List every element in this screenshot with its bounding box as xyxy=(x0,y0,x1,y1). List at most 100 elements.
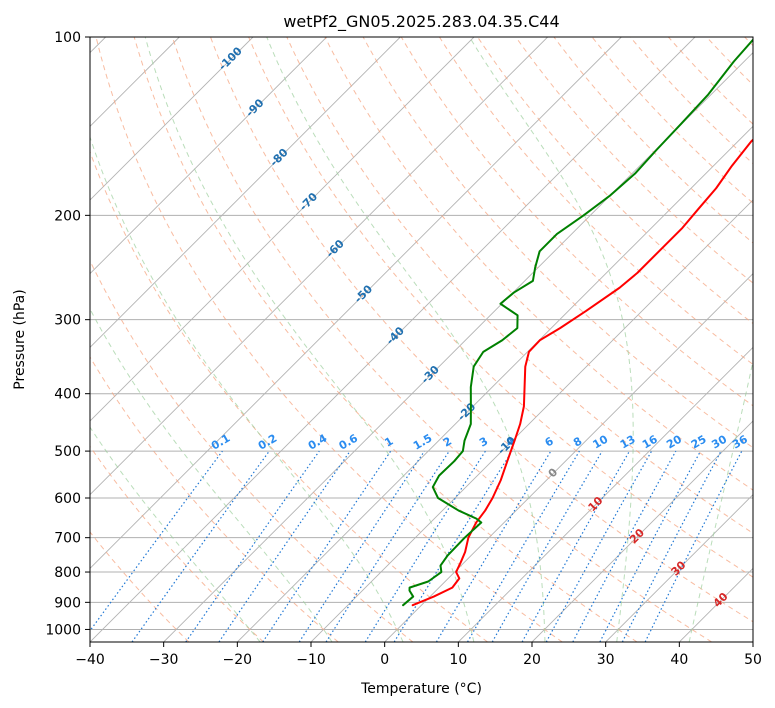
y-tick-label: 100 xyxy=(54,30,81,46)
isotherm-label: -50 xyxy=(352,282,375,305)
x-tick-label: 40 xyxy=(670,652,688,668)
mixing-ratio-label: 10 xyxy=(591,432,611,451)
dry-adiabat-line xyxy=(744,37,753,47)
dry-adiabat-line xyxy=(706,37,753,86)
isotherm-line xyxy=(458,346,753,642)
mixing-ratio-label: 3 xyxy=(477,435,490,450)
moist-adiabat-line xyxy=(90,135,404,642)
isotherm-label: -70 xyxy=(297,190,320,213)
y-tick-label: 600 xyxy=(54,491,81,507)
isotherm-label: -60 xyxy=(324,237,347,260)
plot-frame xyxy=(89,36,754,643)
isotherm-line xyxy=(237,125,753,642)
y-tick-label: 500 xyxy=(54,444,81,460)
isotherm-label: -20 xyxy=(455,400,478,423)
dry-adiabat-line xyxy=(90,445,264,642)
mixing-ratio-label: 25 xyxy=(689,433,709,452)
mixing-ratio-line xyxy=(325,450,450,642)
mixing-ratio-line xyxy=(185,450,320,642)
moist-adiabat-line xyxy=(266,37,546,642)
moist-adiabat-line xyxy=(688,358,753,642)
mixing-ratio-label: 1 xyxy=(382,435,395,450)
dry-adiabat-line xyxy=(133,37,638,642)
mixing-ratio-line xyxy=(545,450,653,642)
mixing-ratio-label: 30 xyxy=(709,432,729,451)
moist-adiabat-line xyxy=(144,37,475,642)
isotherm-label: 10 xyxy=(586,494,606,514)
y-axis-title: Pressure (hPa) xyxy=(12,289,28,389)
mixing-ratio-label: 16 xyxy=(640,432,660,451)
dry-adiabat-line xyxy=(553,37,753,244)
dry-adiabat-line xyxy=(90,150,488,642)
x-tick-label: 50 xyxy=(744,652,762,668)
mixing-ratio-label: 0.1 xyxy=(209,432,232,453)
mixing-ratio-line xyxy=(491,450,603,642)
mixing-ratio-line xyxy=(393,450,513,642)
x-tick-label: 10 xyxy=(449,652,467,668)
mixing-ratio-line xyxy=(599,450,702,642)
isotherm-line xyxy=(90,37,475,422)
isotherm-line xyxy=(90,37,548,496)
x-tick-label: −40 xyxy=(75,652,105,668)
dry-adiabat-line xyxy=(515,37,753,284)
isotherm-label: 30 xyxy=(669,558,689,578)
isotherm-label: -40 xyxy=(384,324,407,347)
moist-adiabat-line xyxy=(90,426,261,642)
isotherm-line xyxy=(90,37,401,348)
moist-adiabat-line xyxy=(469,37,634,642)
dry-adiabat-line xyxy=(324,37,753,491)
mixing-ratio-line xyxy=(435,450,552,642)
isotherm-line xyxy=(679,567,753,642)
x-tick-label: −30 xyxy=(149,652,179,668)
dry-adiabat-line xyxy=(668,37,753,125)
dry-adiabat-line xyxy=(362,37,753,449)
isotherm-line xyxy=(90,37,327,275)
y-tick-label: 800 xyxy=(54,565,81,581)
mixing-ratio-label: 8 xyxy=(571,435,584,450)
isotherm-label: -30 xyxy=(419,363,442,386)
mixing-ratio-label: 13 xyxy=(618,433,638,452)
isotherm-label: -80 xyxy=(267,146,290,169)
mixing-ratio-label: 0.4 xyxy=(306,431,330,452)
dry-adiabat-line xyxy=(90,531,190,642)
dry-adiabat-line xyxy=(400,37,753,407)
mixing-ratio-line xyxy=(466,450,580,642)
moist-adiabat-line xyxy=(90,308,333,642)
x-tick-label: 20 xyxy=(523,652,541,668)
mixing-ratio-label: 1.5 xyxy=(411,432,434,453)
chart-title: wetPf2_GN05.2025.283.04.35.C44 xyxy=(283,12,559,32)
x-axis: −40 −30 −20 −10 0 10 20 30 40 50 xyxy=(75,642,762,668)
dry-adiabat-line xyxy=(477,37,753,325)
dry-adiabat-line xyxy=(439,37,753,366)
x-axis-title: Temperature (°C) xyxy=(360,681,482,697)
dry-adiabat-line xyxy=(210,37,753,623)
y-tick-label: 700 xyxy=(54,531,81,547)
x-tick-label: −10 xyxy=(296,652,326,668)
isotherm-line xyxy=(90,37,696,642)
plot-area xyxy=(90,37,753,642)
dew-point-profile xyxy=(402,38,753,607)
dry-adiabat-line xyxy=(286,37,753,534)
x-tick-label: 30 xyxy=(597,652,615,668)
dry-adiabat-line xyxy=(248,37,753,578)
isotherm-label: 40 xyxy=(711,590,731,610)
x-tick-label: 0 xyxy=(380,652,389,668)
temperature-profile xyxy=(411,138,753,607)
mixing-ratio-line xyxy=(90,450,223,632)
sounding-series xyxy=(402,38,753,607)
isotherm-label: -90 xyxy=(243,96,266,119)
dry-adiabat-line xyxy=(591,37,753,204)
y-tick-label: 200 xyxy=(54,208,81,224)
mixing-ratio-label: 6 xyxy=(543,434,556,449)
dry-adiabat-line xyxy=(90,356,339,642)
y-axis: 1000 900 800 700 600 500 400 300 200 100 xyxy=(45,30,90,638)
mixing-ratio-line xyxy=(262,450,392,642)
isotherm-line xyxy=(90,37,622,569)
isotherm-line xyxy=(531,420,753,642)
y-tick-label: 400 xyxy=(54,387,81,403)
y-tick-label: 300 xyxy=(54,313,81,329)
mixing-ratio-line xyxy=(218,450,351,642)
x-tick-label: −20 xyxy=(223,652,253,668)
mixing-ratio-line xyxy=(572,450,677,642)
mixing-ratio-line xyxy=(521,450,631,642)
